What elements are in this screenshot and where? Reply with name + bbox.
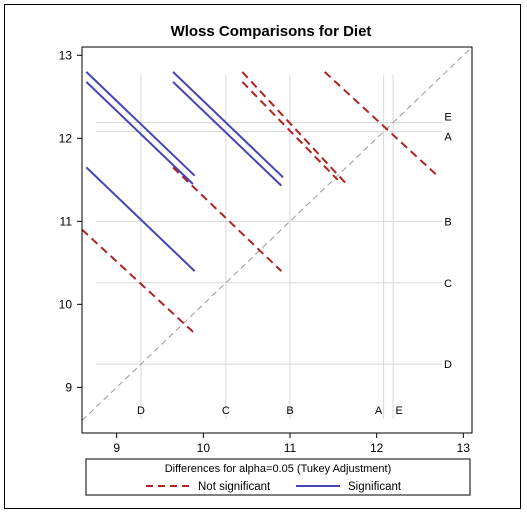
x-tick-label: 10 [197,441,211,455]
y-tick-label: 9 [65,380,72,394]
x-tick-label: 9 [113,441,120,455]
diet-label-bottom-d: D [137,405,145,417]
legend-label-not-significant: Not significant [198,481,271,493]
diet-label-right-e: E [444,112,451,124]
diet-label-bottom-a: A [375,405,383,417]
y-tick-label: 11 [60,214,73,228]
diet-label-right-a: A [444,132,452,144]
segment-significant-a-d [85,81,194,185]
diet-label-right-b: B [444,216,451,228]
legend-box [85,458,471,496]
diet-label-bottom-e: E [395,405,402,417]
segment-significant-e-d [85,71,196,177]
diet-label-bottom-c: C [222,405,230,417]
segment-significant-a-c [172,81,283,187]
axes: 9 10 11 12 13 9 10 11 12 13 [59,46,473,455]
diet-label-right-d: D [444,359,452,371]
chart-title: Wloss Comparisons for Diet [171,23,372,40]
diet-label-right-c: C [444,278,452,290]
y-tick-label: 12 [59,131,73,145]
diet-label-bottom-b: B [286,405,293,417]
x-tick-label: 11 [284,441,297,455]
legend: Differences for alpha=0.05 (Tukey Adjust… [85,458,471,496]
figure-frame [4,4,521,509]
segment-significant-b-d [85,166,196,272]
y-tick-label: 13 [59,48,73,62]
diagonal-reference-line [81,46,473,421]
segment-not-significant-a-b [241,71,348,185]
y-tick-label: 10 [59,297,73,311]
segment-not-significant-e-b [241,81,339,181]
segment-not-significant-e-a [323,71,439,177]
x-tick-label: 13 [457,441,471,455]
segment-significant-e-c [172,71,284,179]
segment-not-significant-c-d [81,228,196,335]
legend-title: Differences for alpha=0.05 (Tukey Adjust… [165,463,392,475]
segment-not-significant-c-b [172,166,283,272]
plot-frame [81,46,473,434]
x-tick-label: 12 [370,441,384,455]
legend-label-significant: Significant [348,481,402,493]
